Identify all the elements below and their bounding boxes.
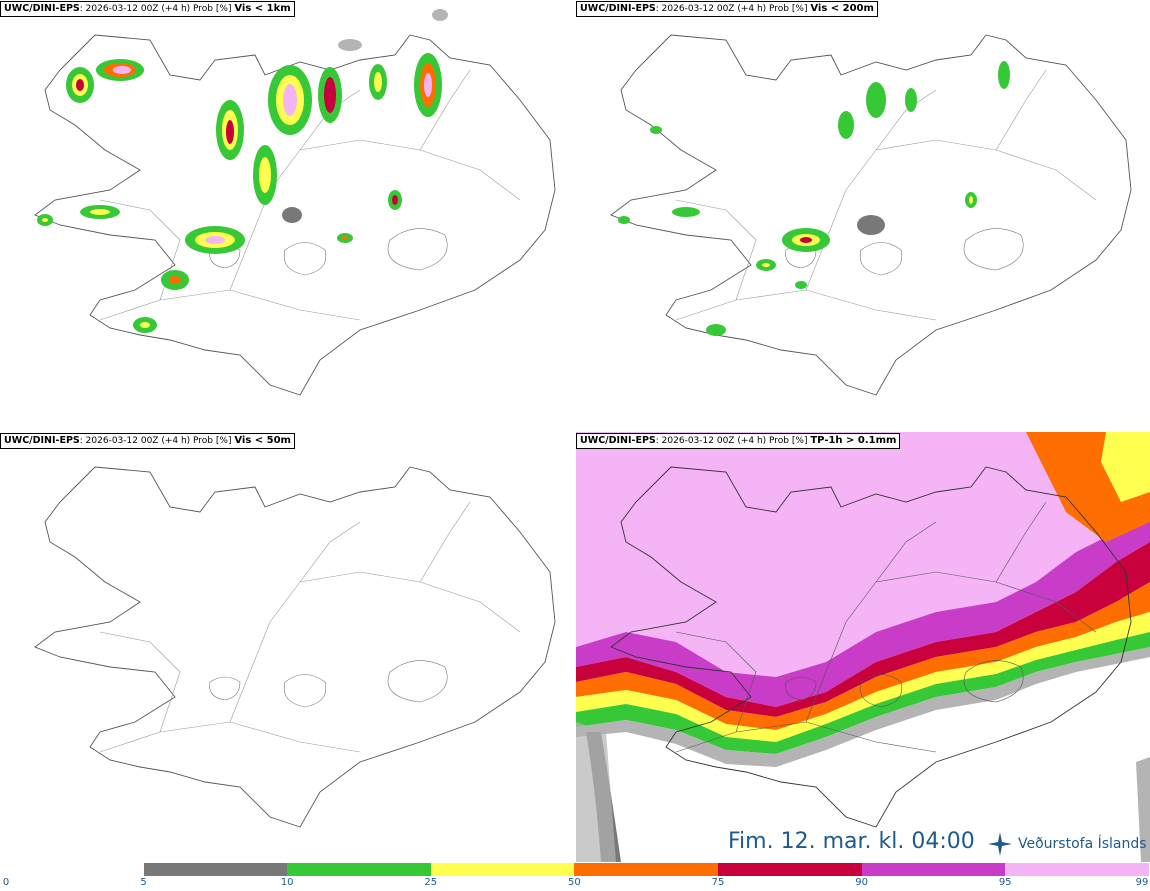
panel-title: UWC/DINI-EPS: 2026-03-12 00Z (+4 h) Prob… bbox=[576, 1, 878, 17]
panel-title: UWC/DINI-EPS: 2026-03-12 00Z (+4 h) Prob… bbox=[0, 1, 295, 17]
colorbar-tick-label: 99 bbox=[1135, 877, 1149, 888]
colorbar-tick-label: 75 bbox=[711, 877, 725, 888]
colorbar-tick-label: 0 bbox=[2, 877, 10, 888]
colorbar-segment bbox=[861, 863, 1006, 876]
colorbar-segment bbox=[1005, 863, 1149, 876]
colorbar-tick-label: 95 bbox=[998, 877, 1012, 888]
precip-bands bbox=[576, 432, 1150, 862]
map-panel-vis-50m: UWC/DINI-EPS: 2026-03-12 00Z (+4 h) Prob… bbox=[0, 432, 574, 862]
probability-blobs bbox=[37, 9, 448, 333]
valid-time-label: Fim. 12. mar. kl. 04:00 bbox=[728, 829, 975, 854]
colorbar-segment bbox=[574, 863, 718, 876]
colorbar-segment bbox=[718, 863, 862, 876]
iceland-map-vis-1km bbox=[34, 9, 556, 396]
iceland-map-precip bbox=[576, 432, 1150, 862]
colorbar-tick-label: 10 bbox=[280, 877, 294, 888]
colorbar-tick-label: 5 bbox=[140, 877, 147, 888]
colorbar-segment bbox=[0, 863, 144, 876]
iceland-map-vis-50m bbox=[34, 466, 556, 828]
panel-title: UWC/DINI-EPS: 2026-03-12 00Z (+4 h) Prob… bbox=[0, 433, 295, 449]
colorbar-tick-label: 90 bbox=[855, 877, 868, 888]
map-panel-vis-200m: UWC/DINI-EPS: 2026-03-12 00Z (+4 h) Prob… bbox=[576, 0, 1150, 430]
logo-text: Veðurstofa Íslands bbox=[1018, 836, 1147, 852]
vedurstofa-logo: Veðurstofa Íslands bbox=[986, 830, 1147, 858]
probability-blobs bbox=[618, 61, 1010, 336]
vedurstofa-star-icon bbox=[988, 832, 1012, 856]
colorbar: 0 5 10 25 50 75 90 95 99 bbox=[0, 863, 1150, 891]
colorbar-tick-label: 50 bbox=[568, 877, 581, 888]
panel-title: UWC/DINI-EPS: 2026-03-12 00Z (+4 h) Prob… bbox=[576, 433, 901, 449]
map-panel-precip: UWC/DINI-EPS: 2026-03-12 00Z (+4 h) Prob… bbox=[576, 432, 1150, 862]
colorbar-tick-label: 25 bbox=[424, 877, 438, 888]
colorbar-segment bbox=[143, 863, 288, 876]
iceland-map-vis-200m bbox=[610, 34, 1132, 396]
colorbar-segment bbox=[430, 863, 575, 876]
colorbar-segment bbox=[287, 863, 431, 876]
map-panel-vis-1km: UWC/DINI-EPS: 2026-03-12 00Z (+4 h) Prob… bbox=[0, 0, 574, 430]
